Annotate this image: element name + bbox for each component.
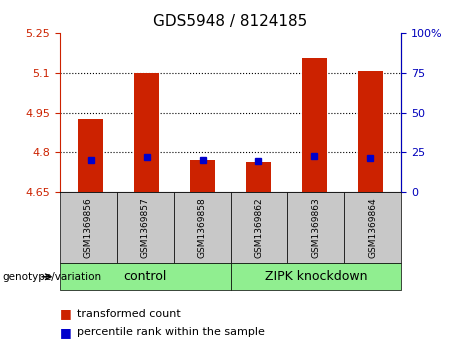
Text: transformed count: transformed count [77,309,181,319]
Text: ■: ■ [60,326,71,339]
Bar [358,71,383,192]
Text: percentile rank within the sample: percentile rank within the sample [77,327,266,337]
Text: ■: ■ [60,307,71,321]
Title: GDS5948 / 8124185: GDS5948 / 8124185 [154,14,307,29]
Text: GSM1369858: GSM1369858 [198,197,207,258]
Text: control: control [124,270,167,283]
Bar [134,73,159,192]
Bar [190,160,215,192]
Text: GSM1369863: GSM1369863 [311,197,320,258]
Text: genotype/variation: genotype/variation [2,272,101,282]
Text: GSM1369862: GSM1369862 [254,197,263,258]
Text: GSM1369856: GSM1369856 [84,197,93,258]
Text: GSM1369864: GSM1369864 [368,197,377,258]
Text: ZIPK knockdown: ZIPK knockdown [265,270,367,283]
Bar [246,162,271,192]
Bar [78,119,103,192]
Bar [302,58,327,192]
Text: GSM1369857: GSM1369857 [141,197,150,258]
